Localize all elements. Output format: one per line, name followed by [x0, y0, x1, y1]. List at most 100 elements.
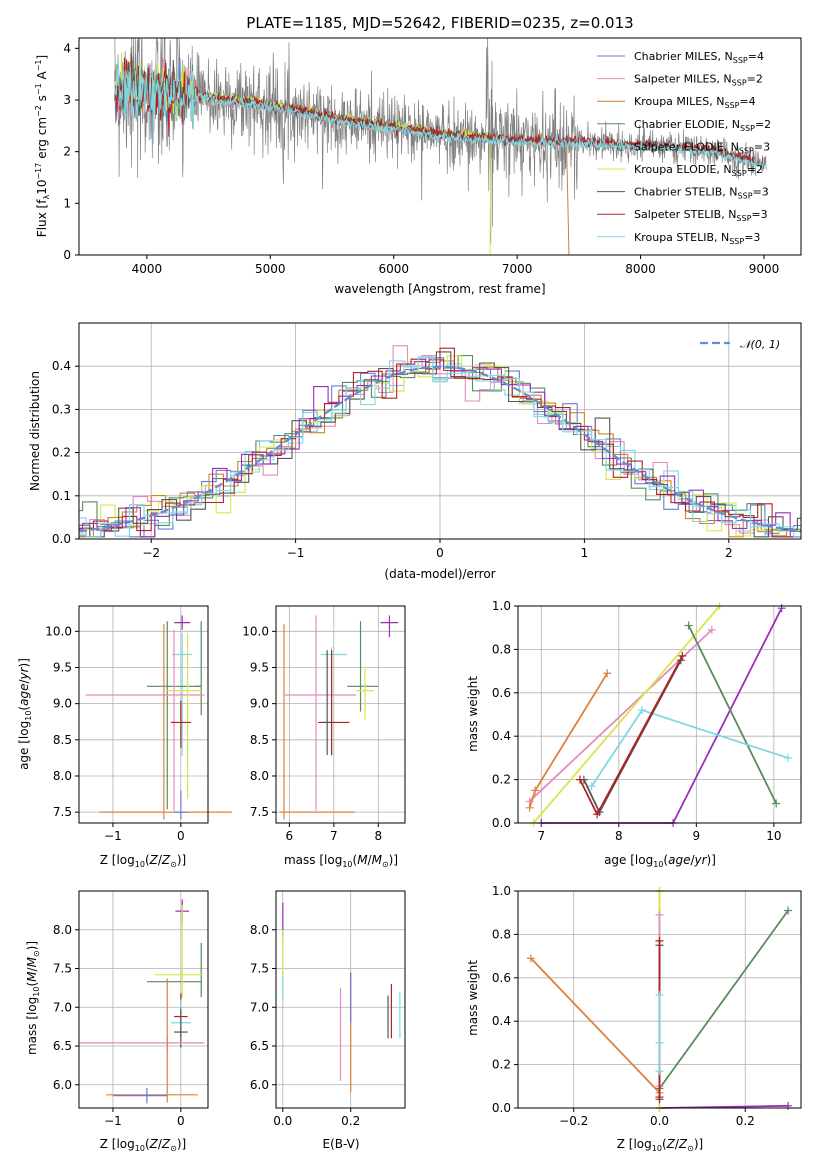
legend-count: =3 — [753, 186, 769, 199]
massweight-marker — [638, 706, 647, 715]
x-tick-label: −1 — [104, 829, 122, 843]
massweight-marker — [593, 810, 602, 819]
x-tick-label: 10 — [766, 829, 781, 843]
residual-xlabel: (data-model)/error — [384, 567, 495, 581]
massweight-marker — [655, 936, 664, 945]
y-tick-label: 0.6 — [492, 686, 511, 700]
x-tick-label: −1 — [287, 546, 305, 560]
legend-count: =3 — [751, 208, 767, 221]
y-tick-label: 7.0 — [250, 1000, 269, 1014]
histogram-line — [79, 356, 801, 536]
y-tick-label: 0.8 — [492, 927, 511, 941]
x-tick-label: 9000 — [749, 262, 780, 276]
x-tick-label: 5000 — [255, 262, 286, 276]
massweight-marker — [784, 1101, 793, 1110]
y-tick-label: 0.6 — [492, 971, 511, 985]
y-tick-label: 7.0 — [53, 1000, 72, 1014]
y-tick-label: 0.0 — [492, 816, 511, 830]
y-tick-label: 1 — [63, 196, 71, 210]
massweight-marker — [783, 753, 792, 762]
residual-panel: −2 −1 0 1 2 0.0 0.1 0.2 0.3 0.4 (data-model)/erro… — [28, 322, 802, 581]
p3-xlabel: Z [log10(Z/Z⊙)] — [100, 853, 186, 869]
massweight-marker — [525, 803, 534, 812]
y-tick-label: 7.5 — [53, 805, 72, 819]
x-tick-label: −0.2 — [559, 1114, 588, 1128]
spectrum-ylabel: Flux [fλ10−17 erg cm−2 s−1 A−1] — [34, 55, 51, 237]
x-tick-label: −2 — [142, 546, 160, 560]
y-tick-label: 6.5 — [250, 1039, 269, 1053]
massweight-marker — [655, 991, 664, 1000]
x-tick-label: 6000 — [378, 262, 409, 276]
y-tick-label: 0.3 — [52, 402, 71, 416]
mass-vs-metallicity-panel: −1 0 6.0 6.5 7.0 7.5 8.0 — [53, 890, 209, 1128]
x-tick-label: 0.2 — [341, 1114, 360, 1128]
y-tick-label: 6.5 — [53, 1039, 72, 1053]
y-tick-label: 0.2 — [52, 446, 71, 460]
y-tick-label: 6.0 — [250, 1078, 269, 1092]
legend-count: =2 — [747, 73, 763, 86]
y-tick-label: 0.4 — [492, 729, 511, 743]
x-tick-label: 8000 — [625, 262, 656, 276]
massweight-marker — [784, 906, 793, 915]
massweight-marker — [655, 910, 664, 919]
p7-xlabel: E(B-V) — [322, 1137, 359, 1151]
massweight-marker — [777, 604, 786, 613]
p4-xlabel: mass [log10(M/M⊙)] — [284, 853, 398, 869]
legend-count: =4 — [739, 95, 755, 108]
y-tick-label: 9.0 — [250, 697, 269, 711]
y-tick-label: 0.4 — [52, 359, 71, 373]
p6-xlabel: Z [log10(Z/Z⊙)] — [100, 1137, 186, 1153]
histogram-line — [79, 357, 801, 538]
y-tick-label: 10.0 — [242, 624, 269, 638]
y-tick-label: 1.0 — [492, 599, 511, 613]
massweight-marker — [655, 1067, 664, 1076]
massweight-marker — [587, 782, 596, 791]
massweight-marker — [707, 625, 716, 634]
massweight-line — [687, 625, 778, 804]
x-tick-label: 6 — [286, 829, 294, 843]
massweight-vs-age-panel: 7 8 9 10 0.0 0.2 0.4 0.6 0.8 1.0 — [492, 599, 802, 843]
massweight-marker — [603, 669, 612, 678]
legend-entry: Salpeter ELODIE, NSSP=3 — [634, 140, 770, 155]
x-tick-label: 0 — [177, 1114, 185, 1128]
legend-subscript: SSP — [740, 124, 755, 133]
y-tick-label: 8.0 — [53, 923, 72, 937]
legend-subscript: SSP — [729, 237, 744, 246]
age-vs-metallicity-panel: −1 0 7.5 8.0 8.5 9.0 9.5 10.0 — [45, 605, 232, 843]
massweight-vs-metallicity-panel: −0.2 0.0 0.2 0.0 0.2 0.4 0.6 0.8 1.0 — [492, 884, 802, 1128]
massweight-marker — [576, 775, 585, 784]
y-tick-label: 8.0 — [250, 923, 269, 937]
y-tick-label: 10.0 — [45, 624, 72, 638]
p8-xlabel: Z [log10(Z/Z⊙)] — [617, 1137, 703, 1153]
axes-frame — [517, 890, 802, 1109]
y-tick-label: 3 — [63, 93, 71, 107]
histogram-line — [79, 351, 801, 538]
x-tick-label: 7000 — [502, 262, 533, 276]
y-tick-label: 8.5 — [250, 733, 269, 747]
massweight-marker — [678, 651, 687, 660]
x-tick-label: 0 — [436, 546, 444, 560]
x-tick-label: 0.0 — [273, 1114, 292, 1128]
axes-frame — [78, 890, 209, 1109]
y-tick-label: 9.5 — [250, 660, 269, 674]
spectrum-title: PLATE=1185, MJD=52642, FIBERID=0235, z=0… — [246, 14, 633, 32]
p3-ylabel: age [log10(age/yr)] — [17, 658, 33, 770]
x-tick-label: 0.2 — [736, 1114, 755, 1128]
legend-entry: Chabrier ELODIE, NSSP=2 — [634, 118, 771, 133]
legend-subscript: SSP — [739, 146, 754, 155]
massweight-marker — [655, 1095, 664, 1104]
p5-ylabel: mass weight — [466, 676, 480, 752]
x-tick-label: 4000 — [132, 262, 163, 276]
axes-frame — [78, 605, 209, 824]
massweight-marker — [531, 786, 540, 795]
y-tick-label: 6.0 — [53, 1078, 72, 1092]
legend-entry: Chabrier MILES, NSSP=4 — [634, 50, 764, 65]
massweight-line — [658, 909, 789, 1090]
y-tick-label: 0.0 — [52, 532, 71, 546]
x-tick-label: 2 — [725, 546, 733, 560]
y-tick-label: 7.5 — [250, 962, 269, 976]
spectrum-model-fits — [114, 52, 764, 256]
p5-xlabel: age [log10(age/yr)] — [604, 853, 716, 869]
legend-subscript: SSP — [738, 192, 753, 201]
